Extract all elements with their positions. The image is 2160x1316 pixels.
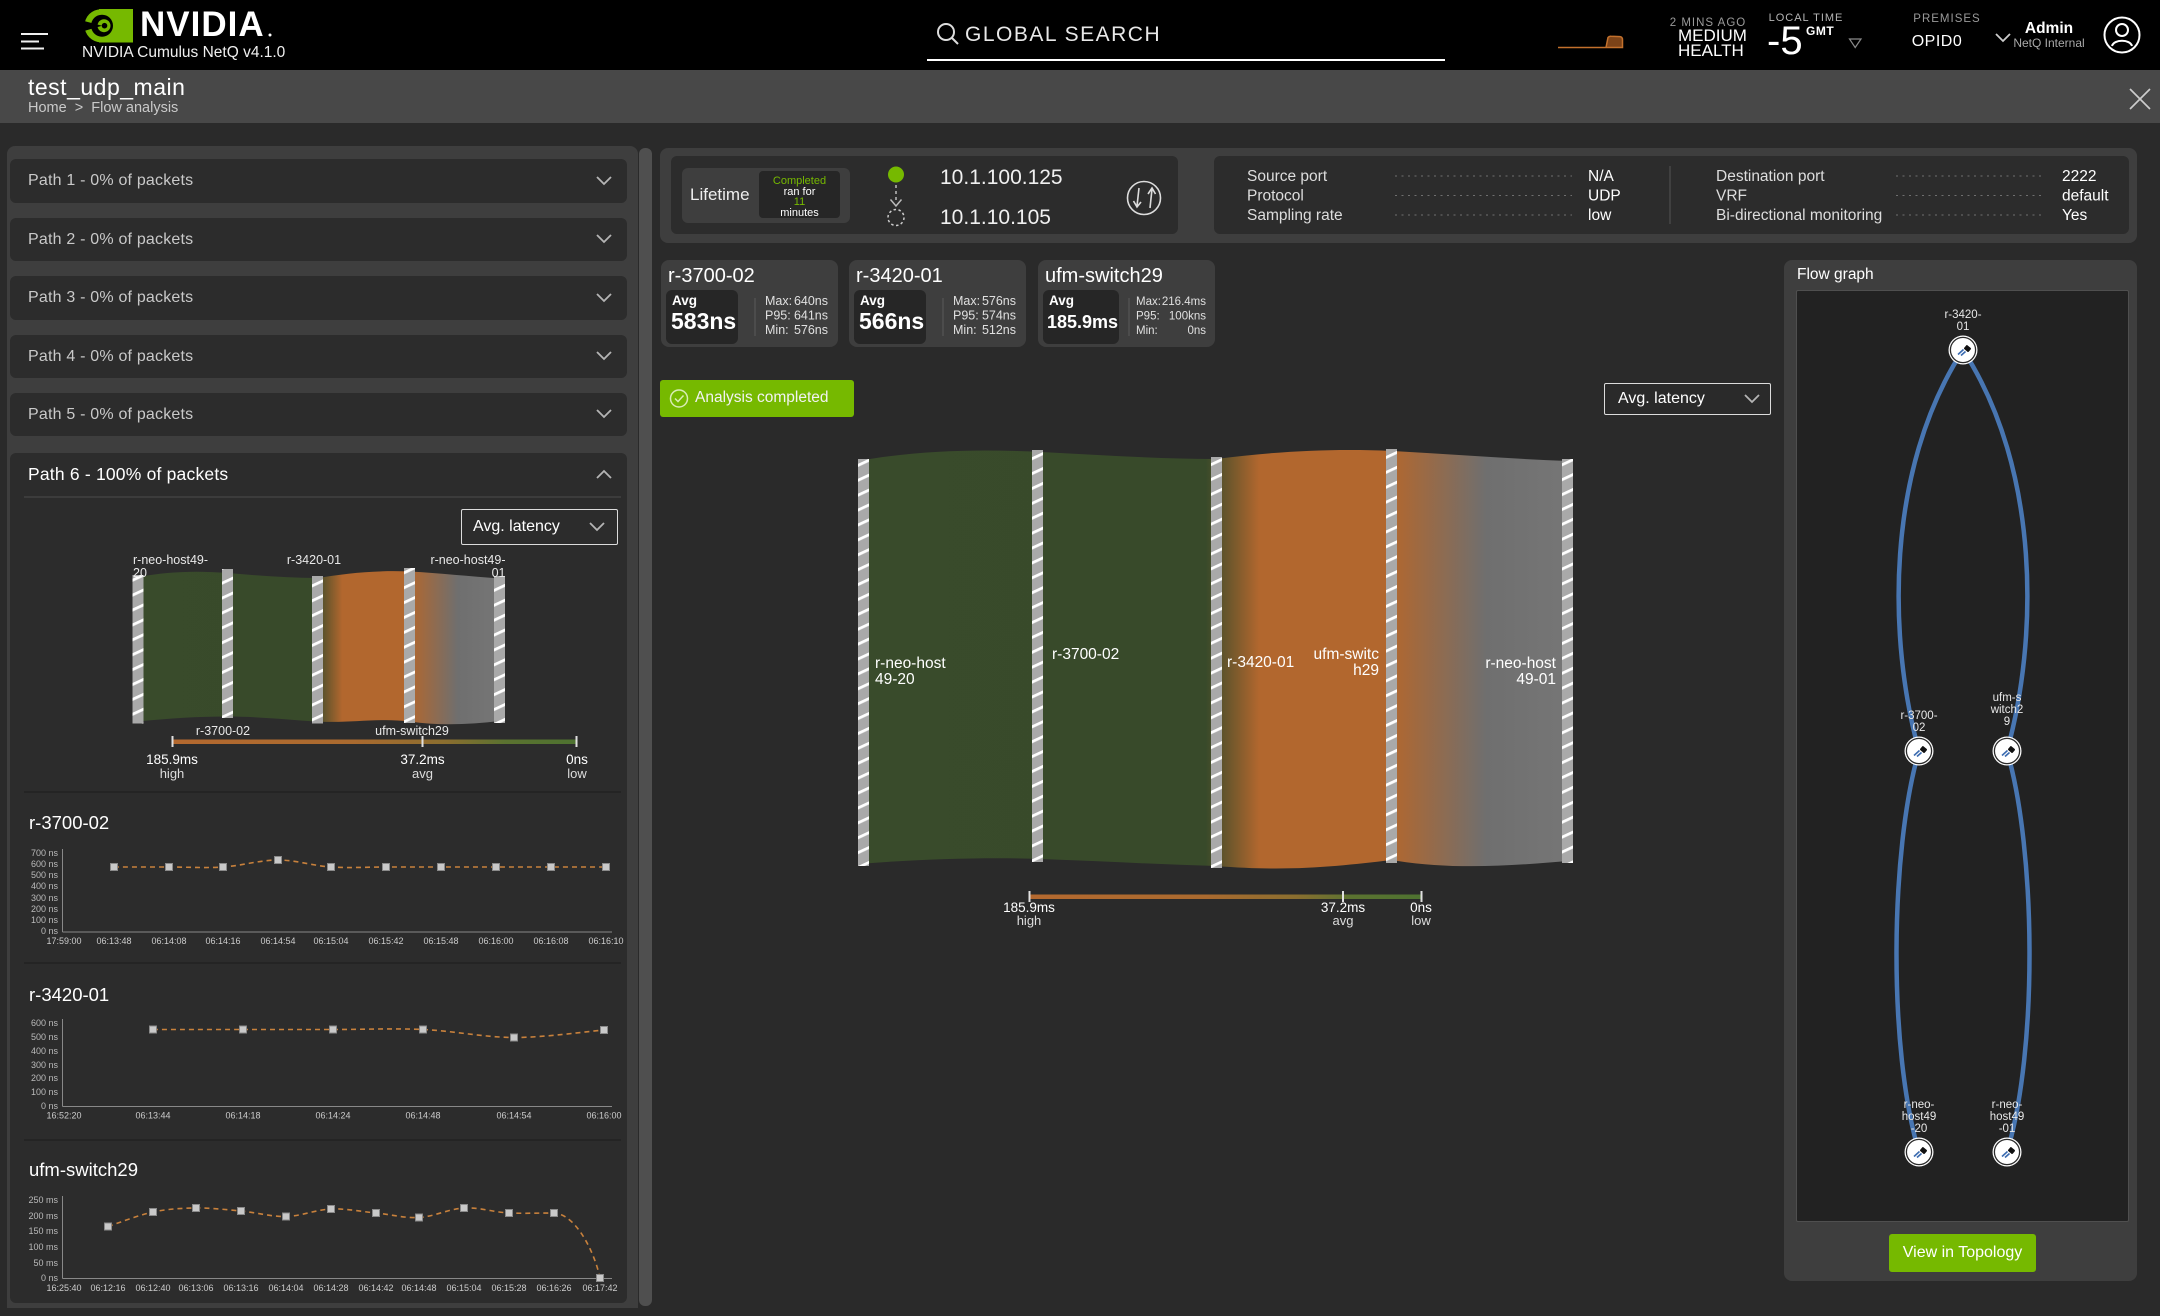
svg-text:r-neo-host: r-neo-host [875, 655, 946, 672]
svg-text:37.2ms: 37.2ms [1321, 900, 1366, 915]
svg-text:ufm-switc: ufm-switc [1314, 646, 1380, 663]
svg-text:low: low [1411, 913, 1431, 928]
svg-text:h29: h29 [1353, 662, 1379, 679]
svg-text:r-3700-02: r-3700-02 [1052, 646, 1119, 663]
svg-text:high: high [1017, 913, 1042, 928]
svg-text:49-01: 49-01 [1516, 671, 1556, 688]
svg-text:49-20: 49-20 [875, 671, 915, 688]
svg-text:avg: avg [1333, 913, 1354, 928]
svg-text:r-3420-01: r-3420-01 [1227, 654, 1294, 671]
svg-text:185.9ms: 185.9ms [1003, 900, 1055, 915]
svg-text:0ns: 0ns [1410, 900, 1432, 915]
svg-text:r-neo-host: r-neo-host [1485, 655, 1556, 672]
